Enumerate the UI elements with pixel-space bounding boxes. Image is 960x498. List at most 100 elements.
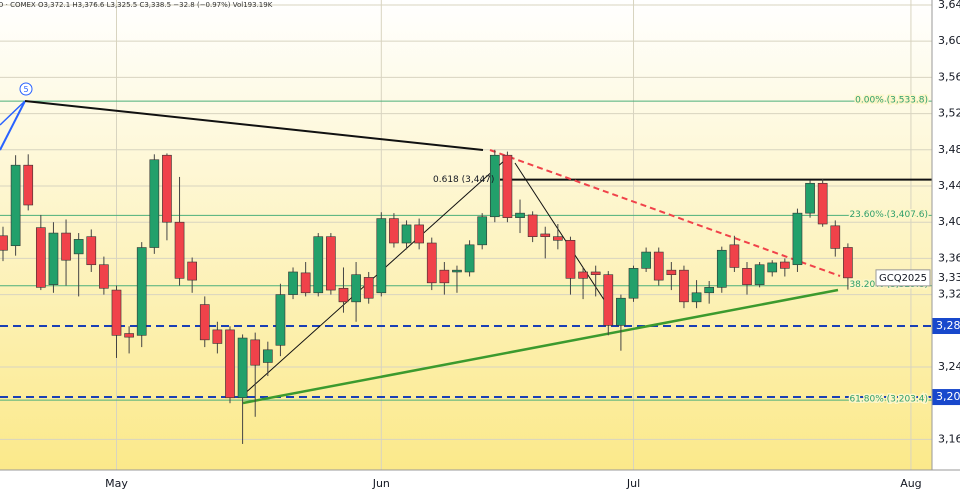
candle-body [237,337,248,399]
labels: 3,640 3,600 3,560 3,520 3,480 3,440 3,400 3,360… [105,0,960,490]
header: D · COMEX O3,372.1 H3,376.6 L3,325.5 C3,… [0,1,273,9]
candle-body [73,239,84,255]
candle-body [716,249,727,288]
candle-body [590,271,601,275]
y-tick-label: 3,440 [938,179,960,192]
candle-body [464,244,475,273]
plot-background [0,0,932,470]
candle-body [641,251,651,269]
candles [0,149,853,444]
candle-body [653,251,664,281]
candle-body [742,268,752,285]
candle-body [149,159,160,248]
candle-body [326,236,336,291]
last-price-label: 3,338.5 [938,271,960,284]
y-tick-label: 3,160 [938,432,960,445]
candle-body [275,294,286,346]
candle-body [61,232,71,261]
support-trend-line [242,288,839,405]
wave-label: 5 [23,85,28,94]
x-tick-label: Jun [372,477,390,490]
drawings: 5 [0,82,841,405]
y-tick-label: 3,240 [938,360,960,373]
y-tick-label: 3,400 [938,215,960,228]
candle-body [313,236,324,294]
candle-body [477,216,488,246]
x-tick-label: May [105,477,128,490]
support-price-label: 3,285.3 [936,319,960,332]
candle-body [691,292,702,303]
candle-body [48,232,59,285]
support-price-box [932,318,960,335]
y-tick-label: 3,640 [938,0,960,11]
candle-body [363,277,374,299]
x-tick-label: Jul [626,477,640,490]
candle-body [187,261,197,281]
candle-body [527,214,538,237]
candle-body [540,233,551,237]
fib-label: 61.80% (3,203.4) [849,395,928,405]
candle-body [162,154,172,223]
candle-body [414,224,424,244]
candle-body [401,224,412,244]
candle-body [0,235,8,251]
trend-line-dashed [489,149,841,277]
candle-body [338,287,349,303]
wave-line [0,100,26,126]
candle-body [124,333,134,338]
candle-body [10,164,21,247]
levels [0,100,932,401]
candle-body [779,261,790,269]
candle-body [616,297,626,326]
y-tick-label: 3,560 [938,70,960,83]
candle-body [288,271,298,295]
candle-body [262,349,273,363]
candle-body [174,221,185,279]
candle-body [729,244,740,268]
candle-body [136,247,147,336]
grid [0,0,932,470]
candle-body [439,269,450,284]
candle-body [578,271,588,279]
candle-body [389,218,399,244]
candle-body [843,247,853,279]
candle-body [603,274,614,326]
candle-body [99,264,109,289]
candle-body [754,264,765,285]
support-price-label: 3,206.8 [936,390,960,403]
candle-body [489,154,500,218]
candle-body [792,212,803,266]
candle-body [515,212,525,218]
y-tick-label: 3,600 [938,34,960,47]
support-price-box [932,389,960,406]
x-tick-label: Aug [900,477,921,490]
candle-body [212,329,223,344]
fib-label: 23.60% (3,407.6) [849,210,928,220]
candle-body [666,269,677,275]
candle-body [767,262,778,273]
candle-body [502,154,513,218]
y-tick-label: 3,520 [938,107,960,120]
wave-line [0,100,26,151]
candle-body [565,239,576,279]
candle-body [817,182,828,225]
candle-body [111,289,122,336]
y-tick-label: 3,480 [938,143,960,156]
candle-body [225,329,235,399]
wave-marker [19,82,33,96]
symbol-label: GCQ2025 [879,273,927,284]
x-axis-area [0,470,960,498]
candle-body [628,268,639,299]
y-tick-label: 3,360 [938,251,960,264]
candle-body [805,182,815,214]
last-price-box [932,269,960,286]
candle-body [376,218,387,294]
candle-body [86,236,97,266]
symbol-box [875,269,931,287]
candle-body [35,227,46,288]
candle-body [23,164,34,206]
candle-body [300,272,311,294]
fib-618-label: 0.618 (3,447) [433,175,494,185]
candle-body [351,274,361,303]
